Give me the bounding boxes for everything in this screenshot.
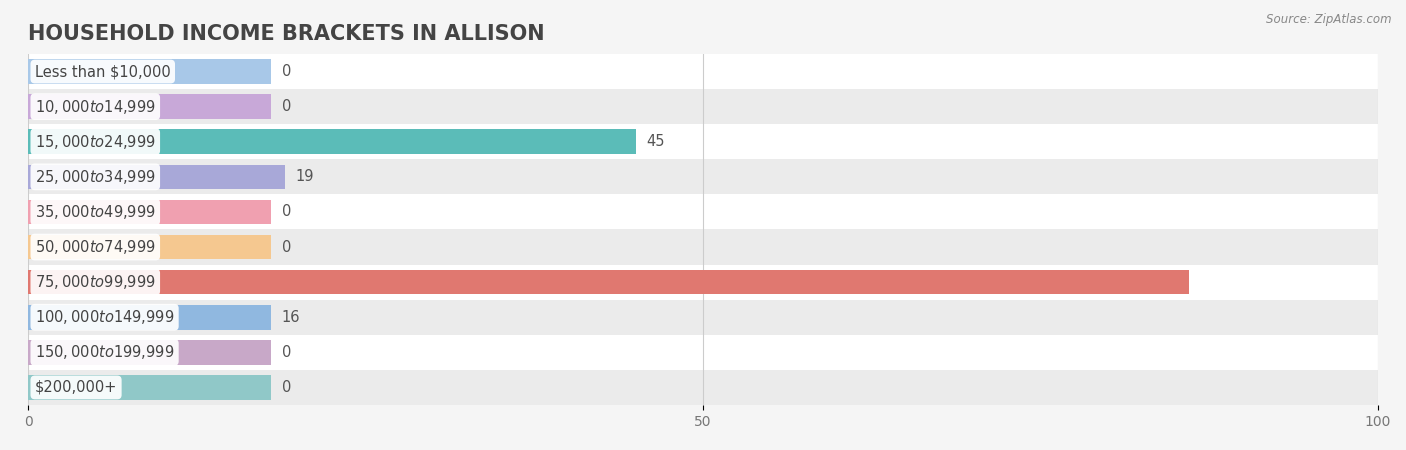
Bar xyxy=(28,305,271,329)
Bar xyxy=(28,300,1378,335)
Bar xyxy=(28,265,1378,300)
Bar xyxy=(28,130,636,154)
Text: 19: 19 xyxy=(295,169,314,184)
Bar xyxy=(28,159,1378,194)
Text: 0: 0 xyxy=(281,380,291,395)
Bar xyxy=(28,124,1378,159)
Text: 0: 0 xyxy=(281,345,291,360)
Text: $50,000 to $74,999: $50,000 to $74,999 xyxy=(35,238,156,256)
Text: $10,000 to $14,999: $10,000 to $14,999 xyxy=(35,98,156,116)
Bar xyxy=(28,200,271,224)
Text: Source: ZipAtlas.com: Source: ZipAtlas.com xyxy=(1267,14,1392,27)
Text: HOUSEHOLD INCOME BRACKETS IN ALLISON: HOUSEHOLD INCOME BRACKETS IN ALLISON xyxy=(28,24,544,44)
Text: 0: 0 xyxy=(281,239,291,255)
Text: $150,000 to $199,999: $150,000 to $199,999 xyxy=(35,343,174,361)
Bar xyxy=(28,340,271,364)
Bar xyxy=(28,194,1378,230)
Text: Less than $10,000: Less than $10,000 xyxy=(35,64,170,79)
Text: $35,000 to $49,999: $35,000 to $49,999 xyxy=(35,203,156,221)
Bar xyxy=(28,370,1378,405)
Text: 45: 45 xyxy=(647,134,665,149)
Text: $25,000 to $34,999: $25,000 to $34,999 xyxy=(35,168,156,186)
Bar xyxy=(28,59,271,84)
Text: 0: 0 xyxy=(281,204,291,220)
Bar xyxy=(28,165,284,189)
Text: $200,000+: $200,000+ xyxy=(35,380,117,395)
Bar xyxy=(28,230,1378,265)
Bar xyxy=(28,235,271,259)
Text: 0: 0 xyxy=(281,64,291,79)
Text: 86: 86 xyxy=(1199,274,1218,290)
Bar xyxy=(28,375,271,400)
Bar xyxy=(28,54,1378,89)
Text: $75,000 to $99,999: $75,000 to $99,999 xyxy=(35,273,156,291)
Bar xyxy=(28,270,1189,294)
Bar xyxy=(28,89,1378,124)
Bar xyxy=(28,94,271,119)
Bar xyxy=(28,335,1378,370)
Text: 16: 16 xyxy=(281,310,301,325)
Text: $100,000 to $149,999: $100,000 to $149,999 xyxy=(35,308,174,326)
Text: $15,000 to $24,999: $15,000 to $24,999 xyxy=(35,133,156,151)
Text: 0: 0 xyxy=(281,99,291,114)
